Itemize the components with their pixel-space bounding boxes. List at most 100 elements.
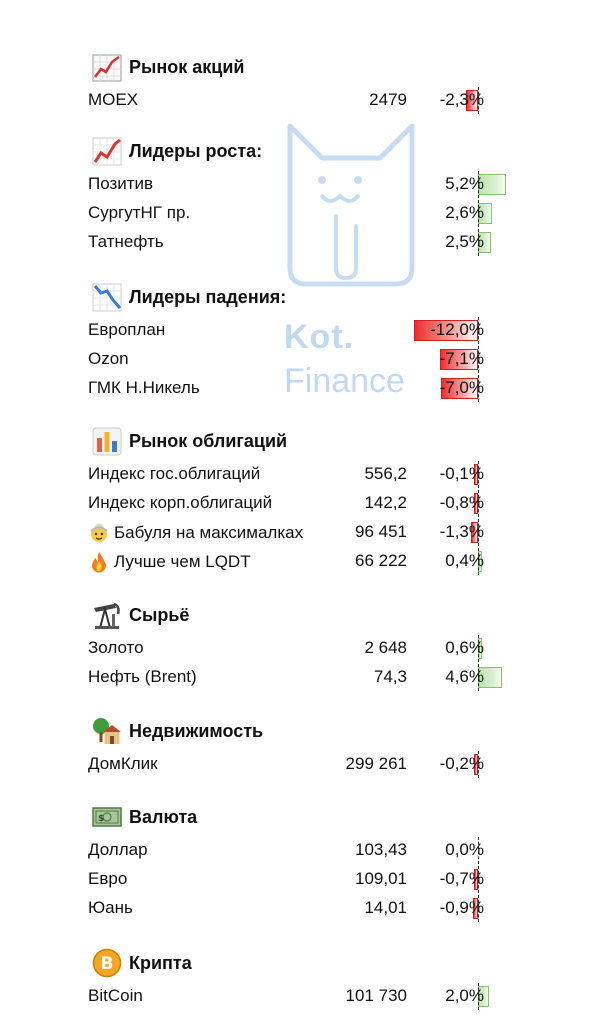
row-change: -0,8%	[439, 493, 484, 512]
table-row: Индекс гос.облигаций 556,2 -0,1%	[0, 460, 592, 489]
bar-area	[0, 170, 592, 199]
row-change: 2,6%	[445, 203, 484, 222]
section-losers: Лидеры падения: Европлан -12,0% Ozon -7,1% ГМ…	[0, 282, 592, 403]
table-row: BitCoin 101 730 2,0%	[0, 982, 592, 1011]
row-label: ДомКлик	[88, 754, 158, 774]
row-name-text: Нефть (Brent)	[88, 667, 197, 686]
bar-area	[0, 634, 592, 663]
section-header: Рынок акций	[92, 52, 244, 82]
row-label: ГМК Н.Никель	[88, 378, 200, 398]
section-title: Рынок акций	[129, 56, 245, 77]
negative-bar	[440, 378, 478, 399]
zero-axis	[478, 200, 479, 227]
table-row: СургутНГ пр. 2,6%	[0, 199, 592, 228]
bar-area	[0, 547, 592, 576]
bar-area	[0, 982, 592, 1011]
bitcoin-icon: B	[92, 948, 122, 978]
bar-chart-icon	[92, 426, 122, 456]
table-row: Татнефть 2,5%	[0, 228, 592, 257]
bar-area	[0, 460, 592, 489]
chart-increasing-icon	[92, 136, 122, 166]
row-change: 0,0%	[445, 840, 484, 859]
row-label: Позитив	[88, 174, 153, 194]
row-name-text: Лучше чем LQDT	[114, 552, 251, 571]
section-header: $ Валюта	[92, 802, 197, 832]
section-title: Крипта	[129, 952, 192, 973]
fire-icon	[88, 551, 110, 573]
row-value: 299 261	[345, 754, 407, 773]
row-value: 96 451	[355, 522, 407, 541]
zero-axis	[478, 519, 479, 546]
negative-bar	[474, 464, 478, 485]
old-woman-icon	[88, 522, 110, 544]
row-label: MOEX	[88, 90, 138, 110]
row-value: 74,3	[373, 667, 407, 686]
table-row: Европлан -12,0%	[0, 316, 592, 345]
row-label: СургутНГ пр.	[88, 203, 190, 223]
section-realty: Недвижимость ДомКлик 299 261 -0,2%	[0, 716, 592, 779]
negative-bar	[474, 754, 478, 775]
zero-axis	[478, 866, 479, 893]
table-row: Бабуля на максималках 96 451 -1,3%	[0, 518, 592, 547]
svg-text:B: B	[101, 954, 114, 974]
row-label: Индекс гос.облигаций	[88, 464, 260, 484]
row-name-text: Индекс корп.облигаций	[88, 493, 273, 512]
bar-area	[0, 865, 592, 894]
zero-axis	[478, 490, 479, 517]
negative-bar	[414, 320, 478, 341]
bar-area	[0, 374, 592, 403]
zero-axis	[478, 548, 479, 575]
row-name-text: Индекс гос.облигаций	[88, 464, 261, 483]
table-row: Юань 14,01 -0,9%	[0, 894, 592, 923]
table-row: Нефть (Brent) 74,3 4,6%	[0, 663, 592, 692]
section-crypto: B Крипта BitCoin 101 730 2,0%	[0, 948, 592, 1011]
negative-bar	[440, 349, 478, 370]
row-label: Евро	[88, 869, 127, 889]
section-title: Сырьё	[129, 604, 190, 625]
row-name-text: Доллар	[88, 840, 148, 859]
svg-text:$: $	[98, 814, 104, 824]
row-change: 4,6%	[445, 667, 484, 686]
zero-axis	[478, 635, 479, 662]
table-row: Евро 109,01 -0,7%	[0, 865, 592, 894]
row-value: 103,43	[355, 840, 407, 859]
table-row: Лучше чем LQDT 66 222 0,4%	[0, 547, 592, 576]
row-value: 101 730	[345, 986, 407, 1005]
row-change: -0,9%	[439, 898, 484, 917]
table-row: Ozon -7,1%	[0, 345, 592, 374]
section-title: Лидеры падения:	[129, 286, 287, 307]
banknote-icon: $	[92, 802, 122, 832]
row-change: -2,3%	[439, 90, 484, 109]
negative-bar	[471, 522, 478, 543]
row-name-text: Татнефть	[88, 232, 164, 251]
zero-axis	[478, 229, 479, 256]
table-row: Индекс корп.облигаций 142,2 -0,8%	[0, 489, 592, 518]
bar-area	[0, 199, 592, 228]
row-change: -1,3%	[439, 522, 484, 541]
row-name-text: MOEX	[88, 90, 139, 109]
section-commodities: Сырьё Золото 2 648 0,6% Нефть (Brent) 74,3 4,6…	[0, 600, 592, 692]
zero-axis	[478, 895, 479, 922]
section-title: Валюта	[129, 806, 198, 827]
row-change: -7,0%	[439, 378, 484, 397]
zero-axis	[478, 317, 479, 344]
table-row: ДомКлик 299 261 -0,2%	[0, 750, 592, 779]
zero-axis	[478, 461, 479, 488]
row-change: 0,4%	[445, 551, 484, 570]
row-label: Золото	[88, 638, 144, 658]
row-change: 0,6%	[445, 638, 484, 657]
section-header: Лидеры роста:	[92, 136, 262, 166]
row-change: -0,2%	[439, 754, 484, 773]
table-row: Доллар 103,43 0,0%	[0, 836, 592, 865]
row-name-text: Бабуля на максималках	[114, 523, 304, 542]
row-name-text: Юань	[88, 898, 133, 917]
row-label: Нефть (Brent)	[88, 667, 197, 687]
row-change: 2,0%	[445, 986, 484, 1005]
zero-axis	[478, 375, 479, 402]
zero-axis	[478, 664, 479, 691]
table-row: MOEX 2479 -2,3%	[0, 86, 592, 115]
section-bonds: Рынок облигаций Индекс гос.облигаций 556,2…	[0, 426, 592, 576]
oil-pump-icon	[92, 600, 122, 630]
negative-bar	[473, 493, 478, 514]
